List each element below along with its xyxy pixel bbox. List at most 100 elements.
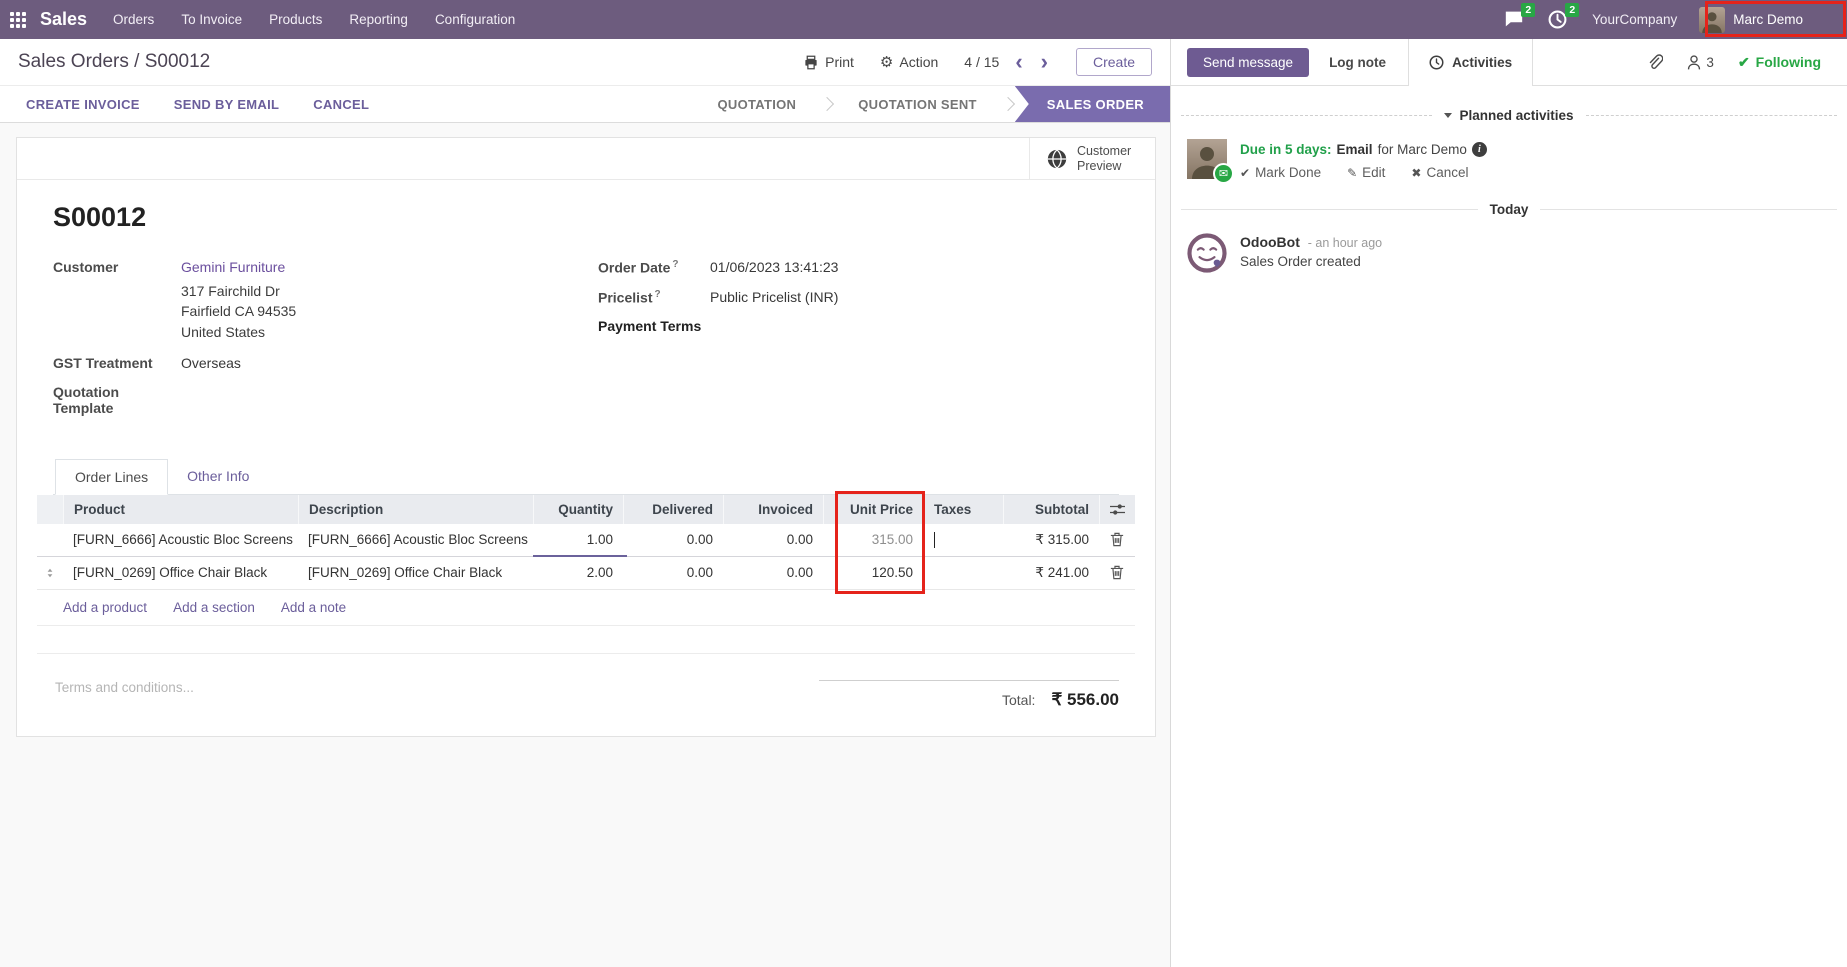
state-sales-order[interactable]: SALES ORDER <box>1014 86 1170 122</box>
cell-description[interactable]: [FURN_6666] Acoustic Bloc Screens <box>308 532 528 548</box>
check-icon: ✔ <box>1737 53 1750 70</box>
cell-taxes[interactable] <box>923 532 1003 549</box>
table-header-row: Product Description Quantity Delivered I… <box>37 494 1135 524</box>
user-avatar <box>1699 6 1726 33</box>
check-icon: ✔ <box>1240 165 1251 180</box>
info-icon[interactable]: i <box>1471 142 1487 157</box>
pager-previous-icon[interactable]: ‹ <box>1015 49 1023 74</box>
column-product: Product <box>63 494 298 524</box>
breadcrumb[interactable]: Sales Orders / S00012 <box>18 51 211 72</box>
message-author[interactable]: OdooBot <box>1240 234 1300 250</box>
order-line-row[interactable]: [FURN_0269] Office Chair Black [FURN_026… <box>37 556 1135 590</box>
column-taxes: Taxes <box>923 494 1003 524</box>
customer-field[interactable]: Gemini Furniture <box>181 259 286 275</box>
nav-menu-to-invoice[interactable]: To Invoice <box>181 12 243 27</box>
order-line-row[interactable]: [FURN_6666] Acoustic Bloc Screens [FURN_… <box>37 523 1135 557</box>
attachment-paperclip-icon[interactable] <box>1647 53 1664 71</box>
log-note-button[interactable]: Log note <box>1329 54 1387 70</box>
activities-badge: 2 <box>1565 2 1580 18</box>
cell-unit-price[interactable]: 315.00 <box>871 532 913 548</box>
company-switcher[interactable]: YourCompany <box>1592 12 1678 27</box>
person-icon <box>1688 54 1701 69</box>
send-message-button[interactable]: Send message <box>1187 47 1310 77</box>
delete-row-icon[interactable] <box>1099 532 1135 547</box>
cancel-activity-button[interactable]: ✖ Cancel <box>1411 165 1469 180</box>
cancel-button[interactable]: CANCEL <box>313 96 370 112</box>
focused-cell-underline <box>533 554 627 557</box>
optional-columns-icon[interactable] <box>1099 494 1135 524</box>
column-quantity: Quantity <box>533 494 623 524</box>
cell-delivered[interactable]: 0.00 <box>686 565 713 581</box>
cell-invoiced[interactable]: 0.00 <box>786 532 813 548</box>
help-marker: ? <box>654 288 661 300</box>
delete-row-icon[interactable] <box>1099 565 1135 580</box>
add-a-note-link[interactable]: Add a note <box>280 599 347 615</box>
cell-quantity[interactable]: 1.00 <box>586 532 613 548</box>
state-quotation-sent[interactable]: QUOTATION SENT <box>858 96 977 112</box>
planned-activity-item: ✉ Due in 5 days: Email for Marc Demo i ✔… <box>1171 123 1847 184</box>
order-date-label: Order Date? <box>598 259 679 276</box>
cell-product[interactable]: [FURN_0269] Office Chair Black <box>73 565 268 581</box>
cell-quantity[interactable]: 2.00 <box>586 565 613 581</box>
message-timestamp: - an hour ago <box>1307 236 1383 250</box>
create-button[interactable]: Create <box>1075 48 1152 76</box>
action-button[interactable]: ⚙ Action <box>879 54 939 71</box>
pager: 4 / 15 ‹ › <box>964 51 1050 73</box>
drag-handle-icon[interactable] <box>37 567 63 579</box>
record-title: S00012 <box>53 202 147 232</box>
messages-icon[interactable]: 2 <box>1504 2 1536 30</box>
form-view-background: Customer Preview S00012 Customer Gemini … <box>0 123 1170 967</box>
add-links-row: Add a product Add a section Add a note <box>37 590 1135 626</box>
state-separator-icon <box>1000 96 1015 112</box>
create-invoice-button[interactable]: CREATE INVOICE <box>26 96 140 112</box>
pager-next-icon[interactable]: › <box>1040 49 1048 74</box>
nav-menu-products[interactable]: Products <box>269 12 323 27</box>
add-a-section-link[interactable]: Add a section <box>173 599 255 615</box>
cell-delivered[interactable]: 0.00 <box>686 532 713 548</box>
odoobot-avatar[interactable] <box>1187 233 1227 273</box>
nav-menu-reporting[interactable]: Reporting <box>349 12 408 27</box>
planned-activities-toggle[interactable]: Planned activities <box>1444 108 1574 123</box>
gst-treatment-field[interactable]: Overseas <box>181 354 241 371</box>
cell-description[interactable]: [FURN_0269] Office Chair Black <box>308 565 503 581</box>
app-name[interactable]: Sales <box>40 9 88 29</box>
state-separator-icon <box>820 96 835 112</box>
quotation-template-label: Quotation Template <box>53 383 120 416</box>
gst-treatment-label: GST Treatment <box>53 354 153 371</box>
activity-clock-icon[interactable]: 2 <box>1548 2 1580 30</box>
tab-order-lines[interactable]: Order Lines <box>55 458 169 495</box>
send-by-email-button[interactable]: SEND BY EMAIL <box>173 96 280 112</box>
message-body: Sales Order created <box>1240 254 1361 269</box>
print-button[interactable]: Print <box>803 54 854 70</box>
nav-menu-orders[interactable]: Orders <box>113 12 155 27</box>
column-subtotal: Subtotal <box>1003 494 1099 524</box>
chatter-topbar: Send message Log note Activities 3 ✔ Fol… <box>1171 39 1847 86</box>
terms-and-conditions-input[interactable]: Terms and conditions... <box>55 679 194 695</box>
button-box: Customer Preview <box>17 138 1155 180</box>
column-description: Description <box>298 494 533 524</box>
add-a-product-link[interactable]: Add a product <box>63 599 148 615</box>
today-label: Today <box>1489 202 1529 217</box>
customer-preview-button[interactable]: Customer Preview <box>1029 138 1155 179</box>
user-menu[interactable]: Marc Demo <box>1699 6 1833 33</box>
cell-invoiced[interactable]: 0.00 <box>786 565 813 581</box>
cell-product[interactable]: [FURN_6666] Acoustic Bloc Screens <box>73 532 293 548</box>
followers-button[interactable]: 3 <box>1687 55 1714 70</box>
tab-other-info[interactable]: Other Info <box>187 467 250 484</box>
order-date-field[interactable]: 01/06/2023 13:41:23 <box>710 259 839 275</box>
activity-type: Email <box>1336 142 1373 157</box>
cell-subtotal: ₹ 315.00 <box>1035 531 1089 547</box>
customer-address: 317 Fairchild Dr Fairfield CA 94535 Unit… <box>181 283 297 340</box>
mark-done-button[interactable]: ✔ Mark Done <box>1240 165 1322 180</box>
activities-button[interactable]: Activities <box>1408 39 1534 86</box>
state-quotation[interactable]: QUOTATION <box>717 96 797 112</box>
following-button[interactable]: ✔ Following <box>1737 53 1821 71</box>
total-block: Total: ₹ 556.00 <box>819 679 1119 710</box>
control-panel: Sales Orders / S00012 Print ⚙ Action 4 /… <box>0 39 1170 85</box>
cell-unit-price[interactable]: 120.50 <box>871 565 913 581</box>
pricelist-field[interactable]: Public Pricelist (INR) <box>710 288 839 305</box>
nav-menu-configuration[interactable]: Configuration <box>434 12 516 27</box>
edit-activity-button[interactable]: ✎ Edit <box>1347 165 1386 180</box>
followers-count: 3 <box>1706 54 1714 70</box>
apps-grid-icon[interactable] <box>10 11 26 28</box>
